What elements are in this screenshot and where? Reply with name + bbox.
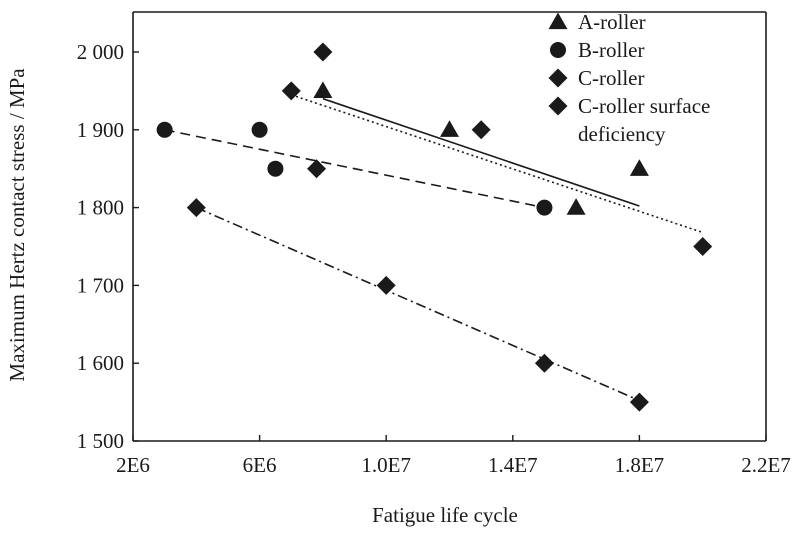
data-point xyxy=(281,81,301,101)
y-tick-label: 2 000 xyxy=(77,40,124,64)
legend-label: C-roller xyxy=(578,66,644,90)
y-tick-label: 1 800 xyxy=(77,196,124,220)
data-point xyxy=(534,353,554,373)
legend-marker xyxy=(548,96,568,116)
x-tick-label: 1.0E7 xyxy=(361,453,411,477)
y-tick-label: 1 600 xyxy=(77,351,124,375)
data-point xyxy=(471,120,491,140)
data-point xyxy=(693,237,713,256)
legend-label: deficiency xyxy=(578,122,666,146)
legend-label: B-roller xyxy=(578,38,644,62)
legend-marker xyxy=(548,12,568,30)
legend-marker xyxy=(548,68,568,88)
x-tick-label: 1.4E7 xyxy=(488,453,538,477)
y-tick-label: 1 500 xyxy=(77,429,124,453)
plot-axes: 1 500 1 600 1 700 1 800 1 900 2 000 2E6 6E6 1.0E… xyxy=(77,11,791,477)
data-point xyxy=(186,198,206,218)
data-point xyxy=(251,121,268,138)
trend-line xyxy=(322,97,640,207)
y-tick-label: 1 700 xyxy=(77,273,124,297)
y-axis-title: Maximum Hertz contact stress / MPa xyxy=(5,68,29,382)
trend-line xyxy=(164,129,545,209)
data-point xyxy=(156,121,173,138)
legend-marker xyxy=(550,42,566,58)
data-point xyxy=(629,159,649,176)
data-point xyxy=(267,160,284,177)
trend-line xyxy=(290,94,703,234)
y-tick-label: 1 900 xyxy=(77,118,124,142)
data-point xyxy=(629,392,649,412)
data-point xyxy=(440,120,459,137)
trend-line xyxy=(195,206,640,402)
data-points xyxy=(156,42,713,412)
data-point xyxy=(313,81,333,99)
x-tick-label: 1.8E7 xyxy=(615,453,665,477)
data-point xyxy=(376,275,396,295)
legend-label: A-roller xyxy=(578,10,646,34)
x-axis-title: Fatigue life cycle xyxy=(372,503,518,527)
x-tick-label: 6E6 xyxy=(243,453,277,477)
trend-lines xyxy=(164,94,703,402)
legend-label: C-roller surface xyxy=(578,94,710,118)
x-tick-label: 2.2E7 xyxy=(741,453,791,477)
data-point xyxy=(536,199,553,216)
x-tick-label: 2E6 xyxy=(116,453,150,477)
legend: A-roller B-roller C-roller C-roller surface… xyxy=(548,10,710,146)
data-point xyxy=(566,198,586,215)
data-point xyxy=(313,42,333,62)
data-point xyxy=(307,159,327,179)
